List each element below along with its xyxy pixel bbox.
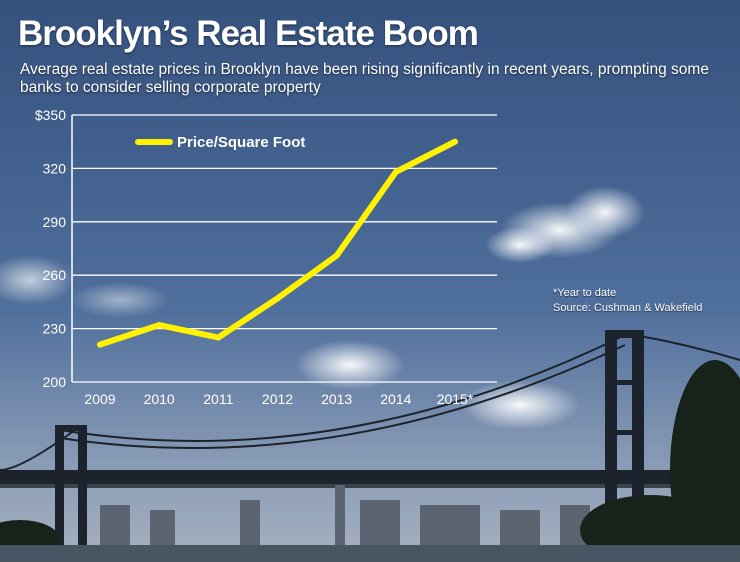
x-tick-label: 2013 — [321, 391, 352, 407]
footnote: *Year to date — [553, 287, 617, 299]
y-tick-label: 200 — [43, 374, 67, 390]
x-tick-label: 2010 — [144, 391, 175, 407]
chart-subtitle: Average real estate prices in Brooklyn h… — [20, 61, 709, 96]
x-tick-label: 2012 — [262, 391, 293, 407]
source-note: Source: Cushman & Wakefield — [553, 302, 703, 314]
clouds — [0, 186, 645, 430]
y-tick-label: 230 — [43, 321, 67, 337]
data-point — [97, 341, 103, 348]
x-tick-label: 2015* — [437, 391, 474, 407]
data-point — [274, 295, 281, 302]
x-tick-label: 2014 — [380, 391, 411, 407]
x-tick-label: 2011 — [203, 391, 233, 407]
skyline — [100, 485, 590, 545]
data-point — [452, 138, 458, 145]
chart-title: Brooklyn’s Real Estate Boom — [18, 14, 479, 53]
y-tick-label: 290 — [43, 214, 67, 230]
data-point — [215, 334, 222, 341]
series-line — [97, 138, 458, 348]
legend-label: Price/Square Foot — [177, 134, 305, 151]
y-tick-label: $350 — [35, 107, 66, 123]
data-point — [333, 252, 340, 259]
y-tick-label: 320 — [43, 160, 67, 176]
y-tick-label: 260 — [43, 267, 67, 283]
data-point — [156, 322, 163, 329]
x-tick-label: 2009 — [84, 391, 115, 407]
data-point — [392, 168, 399, 175]
bridge — [0, 330, 740, 545]
river — [0, 545, 740, 562]
